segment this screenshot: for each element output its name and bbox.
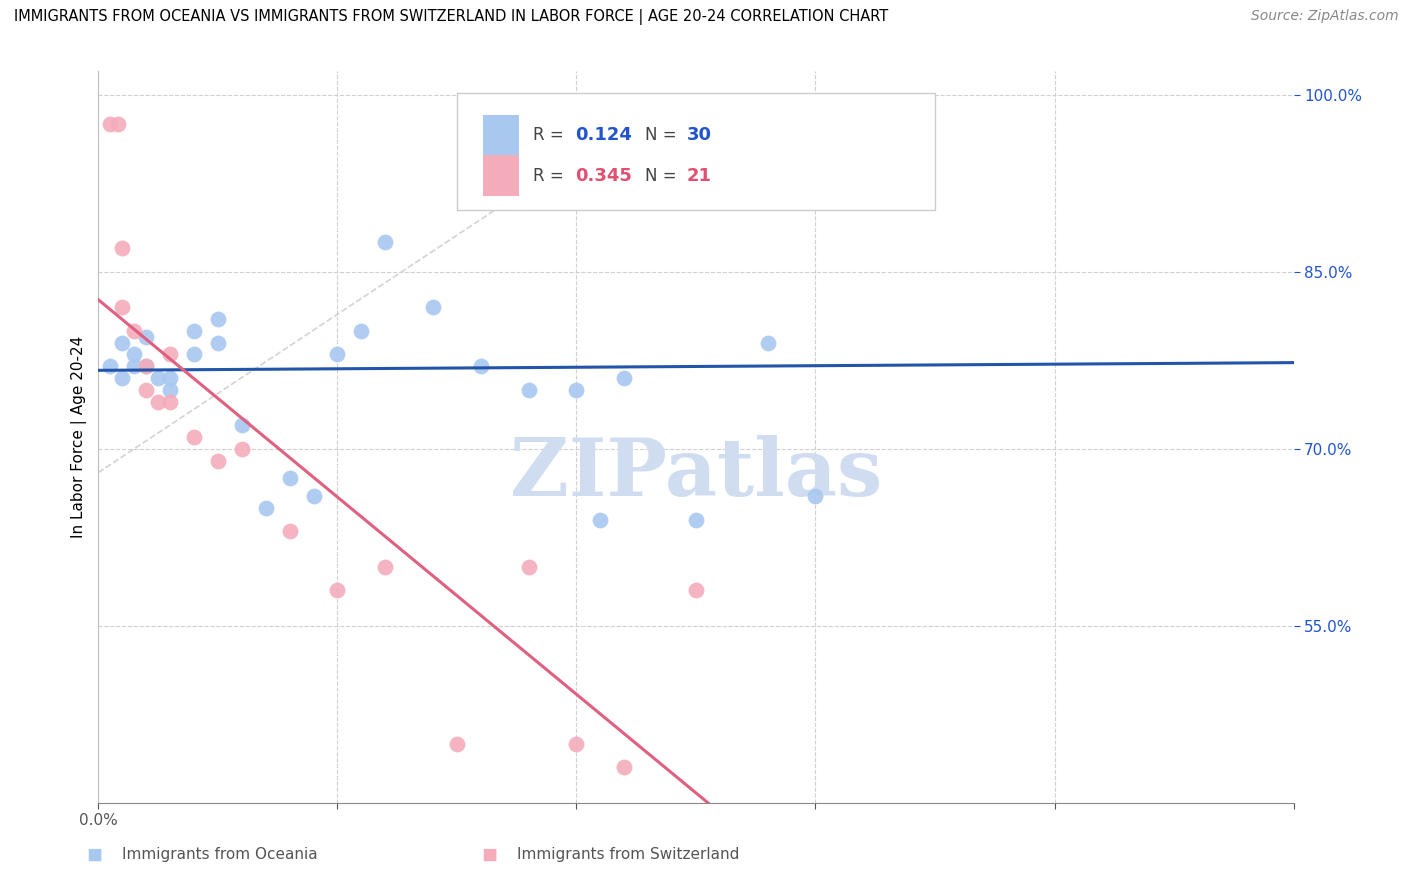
Point [183,430,205,444]
Point [278,471,301,485]
Text: IMMIGRANTS FROM OCEANIA VS IMMIGRANTS FROM SWITZERLAND IN LABOR FORCE | AGE 20-2: IMMIGRANTS FROM OCEANIA VS IMMIGRANTS FR… [14,9,889,25]
Point [804,489,827,503]
Point [124,359,146,374]
Text: R =: R = [533,167,569,185]
Point [183,347,205,361]
Point [98,118,122,132]
Point [589,513,612,527]
Point [374,235,396,250]
Point [124,324,146,338]
Point [326,583,349,598]
Text: 21: 21 [686,167,711,185]
Text: 0.124: 0.124 [575,127,633,145]
Point [350,324,373,338]
Text: Immigrants from Oceania: Immigrants from Oceania [122,847,318,862]
Point [565,737,588,751]
Point [231,442,253,456]
Point [159,347,181,361]
Point [685,583,707,598]
Point [661,118,683,132]
Point [107,118,129,132]
Point [326,347,349,361]
FancyBboxPatch shape [484,115,519,155]
Point [111,301,134,315]
Point [135,330,157,344]
Point [111,241,134,255]
Text: 30: 30 [686,127,711,145]
FancyBboxPatch shape [484,155,519,195]
Point [613,760,636,774]
Point [422,301,444,315]
Point [254,500,277,515]
Point [565,383,588,397]
Text: ◼: ◼ [481,845,498,863]
Text: ◼: ◼ [87,845,103,863]
Text: N =: N = [644,127,682,145]
Point [470,359,492,374]
Point [685,513,707,527]
Point [111,371,134,385]
Point [111,335,134,350]
Point [159,383,181,397]
Text: ZIPatlas: ZIPatlas [510,434,882,513]
Point [517,559,540,574]
Point [124,347,146,361]
Text: N =: N = [644,167,682,185]
Point [135,383,157,397]
Point [135,359,157,374]
Point [148,371,170,385]
Point [278,524,301,539]
Point [98,359,122,374]
Point [446,737,468,751]
Text: Source: ZipAtlas.com: Source: ZipAtlas.com [1251,9,1399,23]
Point [231,418,253,433]
Point [148,394,170,409]
Point [135,359,157,374]
FancyBboxPatch shape [457,94,935,211]
Point [613,371,636,385]
Text: Immigrants from Switzerland: Immigrants from Switzerland [517,847,740,862]
Point [613,118,636,132]
Point [517,383,540,397]
Point [756,335,779,350]
Point [183,324,205,338]
Text: R =: R = [533,127,569,145]
Point [207,335,229,350]
Point [207,312,229,326]
Point [159,371,181,385]
Point [374,559,396,574]
Text: 0.345: 0.345 [575,167,633,185]
Point [302,489,325,503]
Point [207,453,229,467]
Y-axis label: In Labor Force | Age 20-24: In Labor Force | Age 20-24 [72,336,87,538]
Point [159,394,181,409]
